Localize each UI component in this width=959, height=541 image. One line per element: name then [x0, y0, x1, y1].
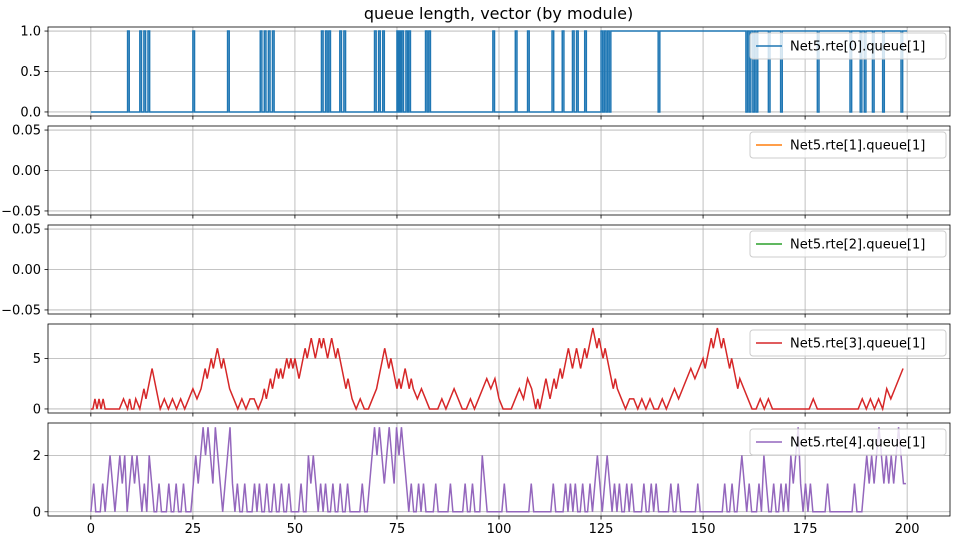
x-tick-label: 25 — [185, 522, 202, 537]
subplot-3: 0 5 Net5.rte[3].queue[1] — [33, 323, 951, 417]
series-line — [90, 30, 908, 113]
y-tick-label: 0.5 — [20, 65, 41, 80]
x-tick-label: 175 — [793, 522, 818, 537]
subplot-4: 0 2 0 25 50 75 100 125 150 175 200 Net5.rte[4].queu… — [33, 422, 951, 537]
y-tick-label: 0.05 — [12, 223, 41, 238]
subplot-2: −0.05 0.00 0.05 Net5.rte[2].queue[1] — [1, 223, 951, 318]
y-tick-label: 5 — [33, 352, 41, 367]
legend-label: Net5.rte[1].queue[1] — [790, 139, 925, 154]
x-tick-label: 150 — [691, 522, 716, 537]
legend-label: Net5.rte[4].queue[1] — [790, 436, 925, 451]
x-tick-label: 0 — [87, 522, 95, 537]
legend-box — [749, 32, 947, 60]
legend-label: Net5.rte[3].queue[1] — [790, 337, 925, 352]
y-tick-label: 0.00 — [12, 263, 41, 278]
legend: Net5.rte[4].queue[1] — [749, 428, 947, 456]
x-tick-label: 200 — [895, 522, 920, 537]
y-tick-label: −0.05 — [1, 303, 41, 318]
subplot-0: 0.0 0.5 1.0 Net5.rte[0].queue[1] — [20, 25, 951, 120]
subplot-panels: 0.0 0.5 1.0 Net5.rte[0].queue[1] −0.05 0.00 0.… — [1, 25, 951, 537]
series-line — [90, 327, 904, 412]
legend: Net5.rte[2].queue[1] — [749, 230, 947, 258]
y-tick-label: −0.05 — [1, 204, 41, 219]
y-tick-label: 0.0 — [20, 105, 41, 120]
y-tick-label: 0.00 — [12, 164, 41, 179]
legend-box — [749, 329, 947, 357]
x-tick-label: 50 — [287, 522, 304, 537]
legend: Net5.rte[3].queue[1] — [749, 329, 947, 357]
y-tick-label: 1.0 — [20, 25, 41, 40]
x-tick-label: 75 — [389, 522, 406, 537]
x-tick-label: 100 — [487, 522, 512, 537]
x-tick-label: 125 — [589, 522, 614, 537]
legend-label: Net5.rte[2].queue[1] — [790, 238, 925, 253]
y-tick-label: 0.05 — [12, 124, 41, 139]
y-tick-label: 2 — [33, 449, 41, 464]
series-line — [90, 427, 906, 513]
legend-label: Net5.rte[0].queue[1] — [790, 40, 925, 55]
legend-box — [749, 131, 947, 159]
legend: Net5.rte[1].queue[1] — [749, 131, 947, 159]
legend: Net5.rte[0].queue[1] — [749, 32, 947, 60]
legend-box — [749, 230, 947, 258]
y-tick-label: 0 — [33, 402, 41, 417]
chart-title: queue length, vector (by module) — [364, 4, 633, 23]
legend-box — [749, 428, 947, 456]
subplot-1: −0.05 0.00 0.05 Net5.rte[1].queue[1] — [1, 124, 951, 219]
y-tick-label: 0 — [33, 505, 41, 520]
